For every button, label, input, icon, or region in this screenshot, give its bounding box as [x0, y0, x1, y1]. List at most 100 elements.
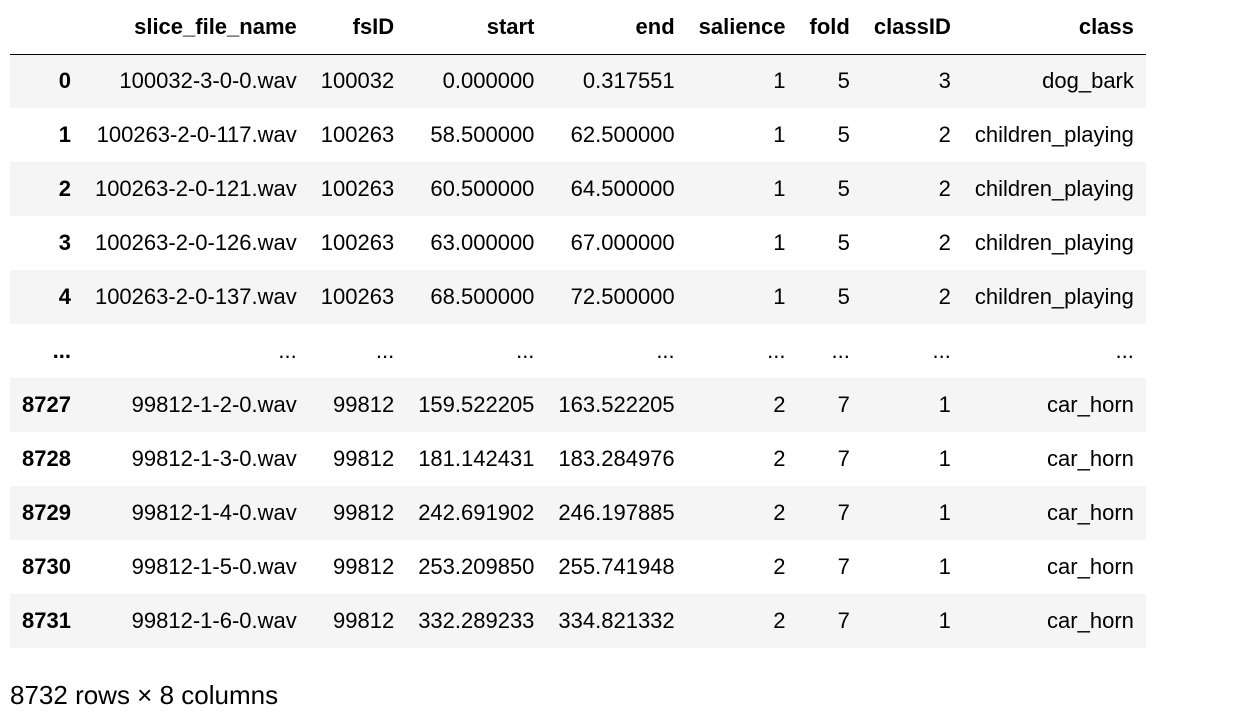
slice-file-name-cell: 99812-1-2-0.wav — [131, 392, 297, 417]
table-row: 3 100263-2-0-126.wav 100263 63.000000 67.000… — [10, 216, 1146, 270]
dataframe-table: slice_file_name fsID start end salience … — [10, 0, 1146, 648]
end-cell: 72.500000 — [570, 284, 675, 309]
fsid-cell: 99812 — [333, 608, 395, 633]
class-cell: children_playing — [974, 284, 1134, 309]
fold-cell: 5 — [837, 122, 850, 147]
start-cell: 63.000000 — [430, 230, 535, 255]
class-cell: car_horn — [1047, 392, 1134, 417]
class-cell: car_horn — [1047, 500, 1134, 525]
column-header-end: end — [546, 0, 687, 55]
class-cell: children_playing — [974, 176, 1134, 201]
classid-cell: 1 — [938, 500, 951, 525]
classid-cell: 1 — [938, 446, 951, 471]
start-cell: 68.500000 — [430, 284, 535, 309]
table-row: 2 100263-2-0-121.wav 100263 60.500000 64.500… — [10, 162, 1146, 216]
slice-file-name-cell: 100263-2-0-137.wav — [94, 284, 297, 309]
fold-cell: 5 — [837, 68, 850, 94]
start-cell: 58.500000 — [430, 122, 535, 147]
fsid-cell: 100263 — [320, 284, 395, 309]
fsid-cell: 99812 — [333, 500, 395, 525]
fold-cell: 5 — [837, 230, 850, 255]
start-cell: 242.691902 — [418, 500, 535, 525]
column-header-fold: fold — [797, 0, 862, 55]
classid-cell: 2 — [938, 284, 951, 309]
table-header: slice_file_name fsID start end salience … — [10, 0, 1146, 55]
column-header-salience: salience — [686, 0, 798, 55]
classid-cell: 2 — [938, 230, 951, 255]
salience-cell: 2 — [773, 392, 786, 417]
end-cell: 0.317551 — [582, 68, 675, 94]
table-row: 4 100263-2-0-137.wav 100263 68.500000 72.500… — [10, 270, 1146, 324]
row-index: 8727 — [22, 392, 71, 417]
salience-cell: 1 — [773, 176, 786, 201]
start-cell: 332.289233 — [418, 608, 535, 633]
index-header — [10, 0, 83, 55]
table-body: 0 100032-3-0-0.wav 100032 0.000000 0.317551 1… — [10, 54, 1146, 648]
table-row: 8730 99812-1-5-0.wav 99812 253.209850 255.74… — [10, 540, 1146, 594]
end-cell: 67.000000 — [570, 230, 675, 255]
row-index: 2 — [58, 176, 71, 201]
class-cell: dog_bark — [1042, 68, 1134, 94]
slice-file-name-cell: ... — [278, 338, 297, 363]
salience-cell: 1 — [773, 122, 786, 147]
classid-cell: 1 — [938, 554, 951, 579]
salience-cell: 1 — [773, 284, 786, 309]
start-cell: ... — [516, 338, 535, 363]
start-cell: 253.209850 — [418, 554, 535, 579]
column-header-classid: classID — [861, 0, 963, 55]
salience-cell: 2 — [773, 554, 786, 579]
row-index: 3 — [58, 230, 71, 255]
row-index: 8731 — [22, 608, 71, 633]
salience-cell: 1 — [773, 230, 786, 255]
column-header-class: class — [962, 0, 1146, 55]
class-cell: children_playing — [974, 230, 1134, 255]
salience-cell: 2 — [773, 446, 786, 471]
salience-cell: 2 — [773, 500, 786, 525]
end-cell: 334.821332 — [558, 608, 675, 633]
column-header-start: start — [406, 0, 547, 55]
slice-file-name-cell: 100263-2-0-126.wav — [94, 230, 297, 255]
slice-file-name-cell: 100032-3-0-0.wav — [119, 68, 297, 94]
table-row: ........................... — [10, 324, 1146, 378]
table-row: 1 100263-2-0-117.wav 100263 58.500000 62.500… — [10, 108, 1146, 162]
fold-cell: 7 — [837, 608, 850, 633]
row-index: 8729 — [22, 500, 71, 525]
class-cell: car_horn — [1047, 608, 1134, 633]
table-row: 8729 99812-1-4-0.wav 99812 242.691902 246.19… — [10, 486, 1146, 540]
start-cell: 60.500000 — [430, 176, 535, 201]
row-index: 0 — [58, 68, 71, 94]
row-index: 4 — [58, 284, 71, 309]
end-cell: 246.197885 — [558, 500, 675, 525]
shape-caption: 8732 rows × 8 columns — [10, 680, 279, 710]
fsid-cell: 100263 — [320, 230, 395, 255]
fsid-cell: 100263 — [320, 122, 395, 147]
table-row: 8727 99812-1-2-0.wav 99812 159.522205 163.52… — [10, 378, 1146, 432]
salience-cell: 2 — [773, 608, 786, 633]
slice-file-name-cell: 99812-1-5-0.wav — [131, 554, 297, 579]
fold-cell: 7 — [837, 392, 850, 417]
row-index: 1 — [58, 122, 71, 147]
end-cell: 255.741948 — [558, 554, 675, 579]
slice-file-name-cell: 100263-2-0-117.wav — [96, 122, 297, 147]
fold-cell: 5 — [837, 176, 850, 201]
start-cell: 159.522205 — [418, 392, 535, 417]
class-cell: car_horn — [1047, 446, 1134, 471]
fold-cell: 5 — [837, 284, 850, 309]
class-cell: ... — [1115, 338, 1134, 363]
fsid-cell: 99812 — [333, 392, 395, 417]
fold-cell: 7 — [837, 446, 850, 471]
end-cell: 163.522205 — [558, 392, 675, 417]
class-cell: children_playing — [974, 122, 1134, 147]
column-header-slice-file-name: slice_file_name — [82, 0, 309, 55]
end-cell: ... — [656, 338, 675, 363]
table-row: 8731 99812-1-6-0.wav 99812 332.289233 334.82… — [10, 594, 1146, 648]
classid-cell: 1 — [938, 392, 951, 417]
end-cell: 62.500000 — [570, 122, 675, 147]
slice-file-name-cell: 99812-1-6-0.wav — [131, 608, 297, 633]
salience-cell: 1 — [773, 68, 786, 94]
classid-cell: ... — [932, 338, 951, 363]
row-index: 8730 — [22, 554, 71, 579]
fold-cell: 7 — [837, 500, 850, 525]
table-row: 8728 99812-1-3-0.wav 99812 181.142431 183.28… — [10, 432, 1146, 486]
